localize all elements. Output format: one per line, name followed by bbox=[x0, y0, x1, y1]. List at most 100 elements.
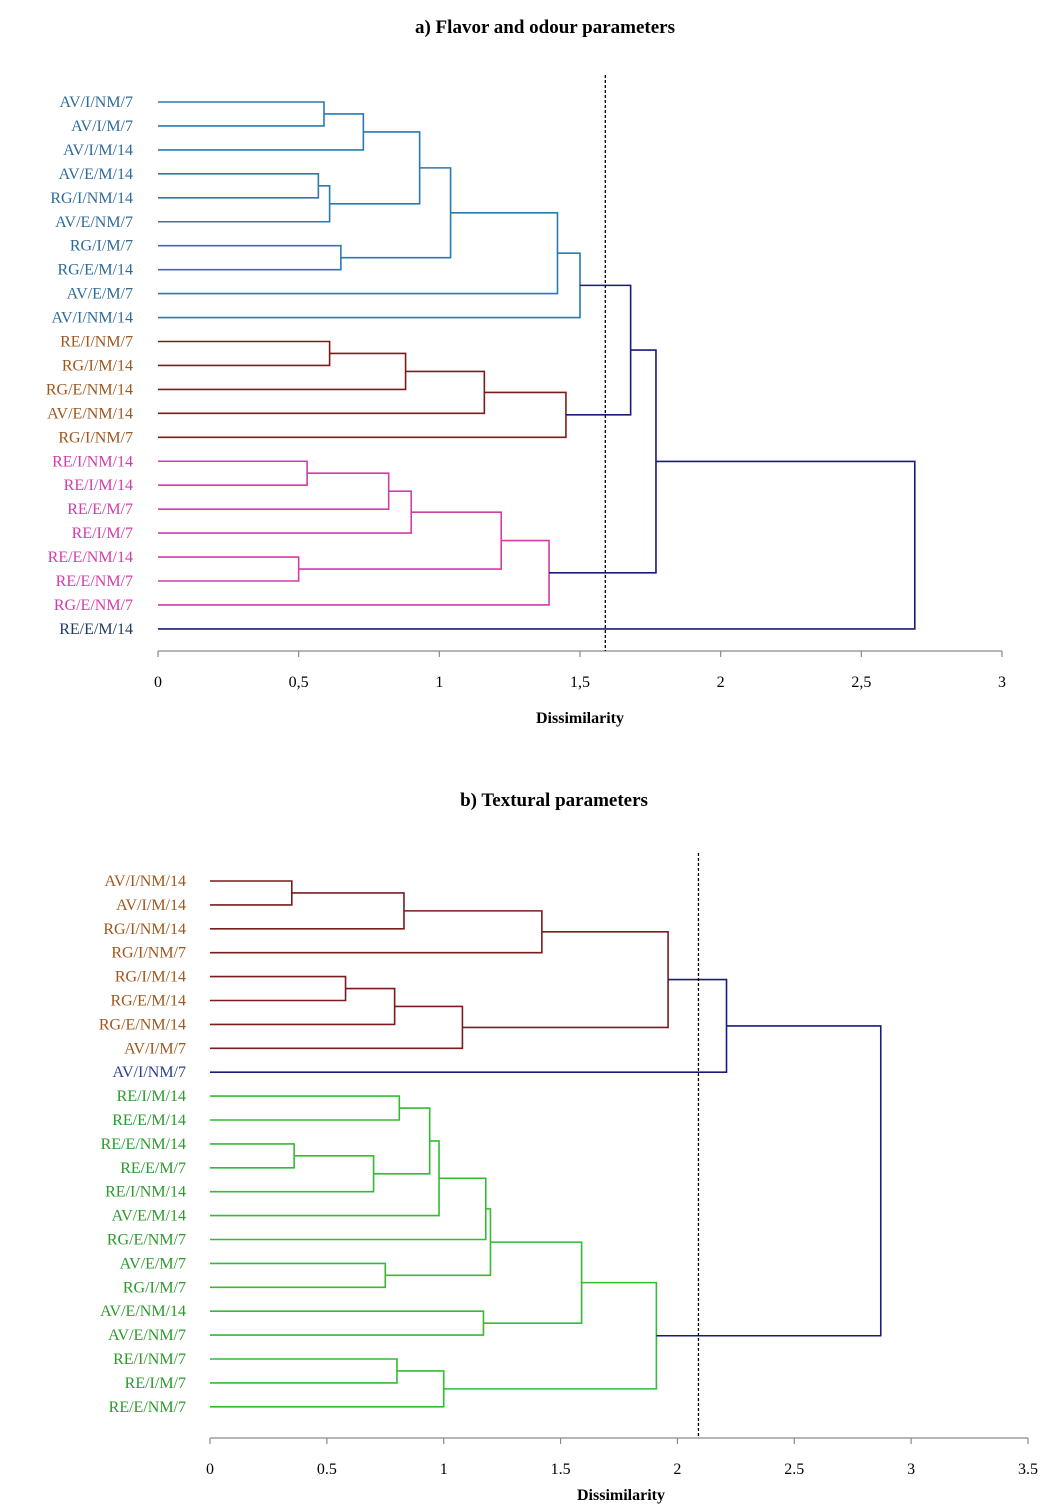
dendrogram-link bbox=[158, 556, 300, 582]
dendrogram-link bbox=[210, 1005, 464, 1050]
leaf-label: AV/E/M/14 bbox=[59, 166, 133, 183]
dendrogram-link bbox=[385, 1208, 492, 1277]
dendrogram-link bbox=[210, 910, 543, 954]
dendrogram-link bbox=[373, 1107, 431, 1175]
x-tick-label: 3 bbox=[907, 1461, 915, 1478]
x-tick-label: 2.5 bbox=[784, 1461, 804, 1478]
leaf-label: AV/I/NM/14 bbox=[52, 310, 134, 327]
leaf-label: AV/E/NM/7 bbox=[108, 1327, 186, 1344]
leaf-label: AV/E/M/7 bbox=[120, 1255, 186, 1272]
dendrogram-link bbox=[158, 490, 413, 534]
leaf-label: RG/E/NM/14 bbox=[99, 1016, 186, 1033]
leaf-label: AV/I/M/7 bbox=[124, 1040, 186, 1057]
dendrogram-link bbox=[340, 167, 452, 259]
leaf-label: AV/E/NM/7 bbox=[55, 214, 133, 231]
leaf-label: RE/E/M/7 bbox=[67, 501, 133, 518]
leaf-label: AV/I/NM/7 bbox=[60, 94, 134, 111]
leaf-label: AV/E/M/14 bbox=[112, 1208, 186, 1225]
x-tick-label: 0.5 bbox=[317, 1461, 337, 1478]
leaf-label: RE/I/NM/7 bbox=[113, 1351, 186, 1368]
x-tick-label: 2 bbox=[717, 674, 725, 691]
dendrogram-link bbox=[210, 1143, 295, 1169]
dendrogram-link bbox=[158, 391, 567, 439]
leaf-label: RG/E/NM/7 bbox=[107, 1232, 186, 1249]
leaf-label: RG/I/M/7 bbox=[70, 238, 133, 255]
leaf-label: AV/I/NM/7 bbox=[113, 1064, 187, 1081]
leaf-label: RE/I/M/7 bbox=[125, 1375, 186, 1392]
x-tick-label: 0,5 bbox=[289, 674, 309, 691]
leaf-label: RE/I/M/7 bbox=[72, 525, 133, 542]
leaf-label: RE/I/NM/14 bbox=[52, 453, 133, 470]
leaf-label: RE/E/M/14 bbox=[59, 621, 133, 638]
leaf-label: RG/I/NM/7 bbox=[58, 429, 133, 446]
dendrogram-link bbox=[210, 978, 728, 1073]
leaf-label: RE/E/NM/14 bbox=[101, 1136, 186, 1153]
panel-b-textural: b) Textural parameters Dissimilarity AV/… bbox=[99, 790, 1038, 1504]
dendrogram-link bbox=[158, 185, 331, 223]
dendrogram-link bbox=[158, 352, 407, 391]
dendrogram-link bbox=[158, 113, 365, 151]
dendrogram-link bbox=[158, 370, 486, 415]
leaf-label: RE/E/M/7 bbox=[120, 1160, 186, 1177]
dendrogram-link bbox=[158, 539, 550, 606]
dendrogram-link bbox=[210, 892, 405, 930]
leaf-label: RG/I/M/14 bbox=[115, 969, 186, 986]
panel-a-title: a) Flavor and odour parameters bbox=[415, 17, 675, 38]
x-tick-label: 1,5 bbox=[570, 674, 590, 691]
dendrogram-link bbox=[158, 472, 390, 510]
dendrogram-link bbox=[210, 1177, 487, 1241]
leaf-label: AV/E/M/7 bbox=[67, 286, 133, 303]
dendrogram-link bbox=[158, 101, 325, 127]
leaf-label: RE/E/NM/14 bbox=[48, 549, 133, 566]
dendrogram-link bbox=[462, 930, 669, 1029]
leaf-label: RG/I/M/7 bbox=[123, 1279, 186, 1296]
dendrogram-link bbox=[210, 880, 293, 906]
dendrogram-link bbox=[158, 211, 559, 295]
leaf-label: RG/E/NM/14 bbox=[46, 381, 133, 398]
leaf-label: RG/E/NM/7 bbox=[54, 597, 133, 614]
dendrogram-link bbox=[210, 987, 396, 1026]
dendrogram-link bbox=[158, 252, 581, 319]
x-tick-label: 0 bbox=[206, 1461, 214, 1478]
leaf-label: RG/I/M/14 bbox=[62, 357, 133, 374]
dendrogram-link bbox=[210, 1155, 375, 1193]
leaf-label: RG/I/NM/14 bbox=[103, 921, 186, 938]
leaf-label: AV/I/M/14 bbox=[63, 142, 133, 159]
leaf-label: AV/I/M/14 bbox=[116, 897, 186, 914]
dendrogram-link bbox=[483, 1241, 583, 1324]
leaf-label: AV/E/NM/14 bbox=[47, 405, 133, 422]
dendrogram-link bbox=[329, 131, 421, 205]
leaf-label: AV/I/NM/14 bbox=[105, 873, 187, 890]
dendrogram-link bbox=[565, 284, 632, 416]
dendrogram-link bbox=[210, 1370, 445, 1408]
dendrogram-link bbox=[656, 1025, 882, 1337]
dendrogram-link bbox=[549, 349, 657, 574]
x-tick-label: 0 bbox=[154, 674, 162, 691]
dendrogram-link bbox=[210, 1262, 387, 1289]
panel-a-flavor-odour: a) Flavor and odour parameters Dissimila… bbox=[46, 17, 1006, 727]
leaf-label: RE/I/NM/14 bbox=[105, 1184, 186, 1201]
x-tick-label: 3.5 bbox=[1018, 1461, 1038, 1478]
leaf-label: RE/I/M/14 bbox=[64, 477, 133, 494]
dendrogram-link bbox=[210, 1310, 485, 1336]
leaf-label: RE/E/NM/7 bbox=[56, 573, 133, 590]
dendrogram-link bbox=[210, 1095, 401, 1121]
dendrogram-link bbox=[158, 340, 331, 367]
dendrogram-link bbox=[210, 1358, 398, 1384]
leaf-label: RG/I/NM/7 bbox=[111, 945, 186, 962]
x-tick-label: 1 bbox=[440, 1461, 448, 1478]
leaf-label: RG/E/M/14 bbox=[110, 993, 186, 1010]
dendrogram-link bbox=[158, 244, 342, 271]
panel-b-x-axis-label: Dissimilarity bbox=[577, 1487, 665, 1504]
leaf-label: RE/E/NM/7 bbox=[109, 1399, 186, 1416]
x-tick-label: 3 bbox=[998, 674, 1006, 691]
dendrogram-link bbox=[158, 460, 916, 630]
leaf-label: AV/I/M/7 bbox=[71, 118, 133, 135]
x-tick-label: 2 bbox=[673, 1461, 681, 1478]
leaf-label: AV/E/NM/14 bbox=[100, 1303, 186, 1320]
leaf-label: RE/E/M/14 bbox=[112, 1112, 186, 1129]
panel-a-x-axis-label: Dissimilarity bbox=[536, 710, 624, 727]
leaf-label: RE/I/NM/7 bbox=[60, 334, 133, 351]
leaf-label: RG/E/M/14 bbox=[57, 262, 133, 279]
